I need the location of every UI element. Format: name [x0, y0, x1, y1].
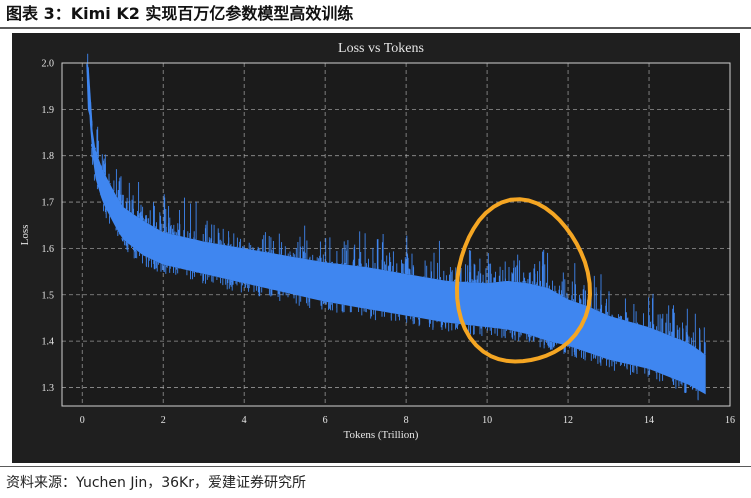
- chart-title: Loss vs Tokens: [338, 41, 424, 56]
- y-tick-label: 1.6: [42, 244, 55, 255]
- x-tick-label: 4: [242, 415, 247, 426]
- highlight-circle: [455, 197, 592, 364]
- plot-frame: [61, 62, 731, 407]
- y-tick-label: 1.7: [42, 198, 55, 209]
- x-tick-label: 2: [161, 415, 166, 426]
- loss-initial-drop: [86, 63, 93, 128]
- loss-noise: [86, 53, 706, 401]
- y-axis-label: Loss: [19, 225, 31, 246]
- x-axis-ticks: 0 2 4 6 8 10 12 14 16: [80, 415, 735, 426]
- x-axis-label: Tokens (Trillion): [344, 429, 419, 441]
- y-tick-label: 1.5: [42, 290, 55, 301]
- chart-panel: Loss vs Tokens 0 2 4 6 8 10 12 14 16 1.3 1.4 1.5 1.…: [12, 33, 740, 463]
- loss-chart: Loss vs Tokens 0 2 4 6 8 10 12 14 16 1.31.41.51.…: [12, 33, 740, 463]
- bottom-divider: [0, 466, 751, 467]
- x-tick-label: 0: [80, 415, 85, 426]
- annotation-layer: [455, 197, 592, 364]
- y-tick-label: 1.9: [42, 105, 55, 116]
- x-tick-label: 14: [644, 415, 654, 426]
- y-tick-label: 1.3: [42, 383, 55, 394]
- loss-band: [87, 63, 706, 395]
- y-tick-label: 1.4: [42, 337, 55, 348]
- x-tick-label: 8: [404, 415, 409, 426]
- y-axis-ticks: 1.3 1.4 1.5 1.6 1.7 1.8 1.9 2.0: [42, 59, 55, 394]
- x-tick-label: 16: [725, 415, 735, 426]
- x-tick-label: 12: [563, 415, 573, 426]
- top-divider: [0, 27, 751, 29]
- y-tick-label: 1.8: [42, 151, 55, 162]
- series-layer: [86, 53, 706, 401]
- x-tick-label: 10: [482, 415, 492, 426]
- y-tick-label: 2.0: [42, 59, 55, 70]
- figure-title: 图表 3：Kimi K2 实现百万亿参数模型高效训练: [6, 4, 354, 23]
- x-tick-label: 6: [323, 415, 328, 426]
- source-note: 资料来源：Yuchen Jin，36Kr，爱建证券研究所: [6, 475, 306, 491]
